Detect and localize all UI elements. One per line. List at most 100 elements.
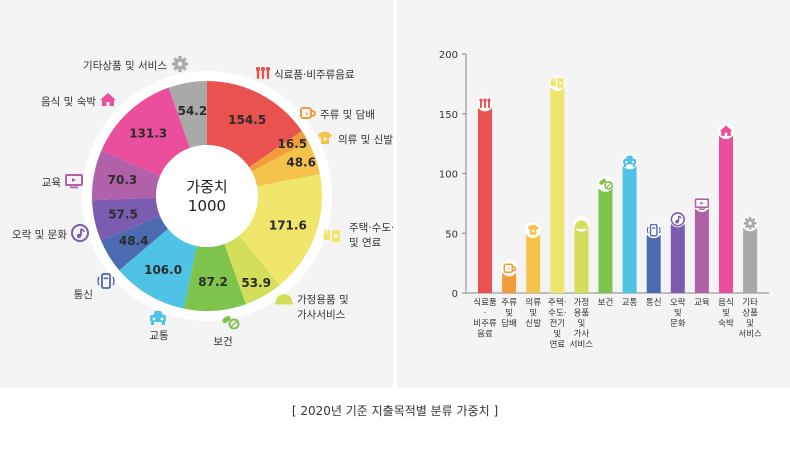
category-label-line: 가사서비스 xyxy=(297,309,346,321)
bar xyxy=(670,224,685,293)
slice-value-label: 53.9 xyxy=(241,276,271,290)
utensil-part xyxy=(261,67,265,71)
x-tick-label: 및 xyxy=(577,318,585,329)
category-label: 기타상품 및 서비스 xyxy=(83,60,167,72)
utensils-icon xyxy=(256,67,270,79)
iron-body xyxy=(575,220,588,227)
iron-icon xyxy=(574,220,589,229)
x-tick-label: 음료 xyxy=(477,330,493,340)
slice-value-label: 87.2 xyxy=(198,275,228,289)
category-label: 교육 xyxy=(42,177,62,189)
y-tick-label: 200 xyxy=(439,50,458,61)
donut-slice xyxy=(168,81,207,148)
house-icon xyxy=(100,93,116,106)
category-label: 교통 xyxy=(149,330,169,342)
music-ring xyxy=(71,224,89,242)
phone-body xyxy=(101,273,111,289)
faucet-plug-icon xyxy=(550,78,564,88)
category-label: 음식 및 숙박 xyxy=(41,96,96,108)
gear-tooth xyxy=(178,56,182,60)
bar xyxy=(719,136,733,293)
pills-icon xyxy=(599,178,614,190)
music-head xyxy=(76,233,82,239)
phone-icon xyxy=(97,273,115,289)
x-tick-label: 식료품 xyxy=(473,298,497,308)
y-tick-label: 0 xyxy=(452,289,458,300)
music-head xyxy=(675,219,679,224)
slice-value-label: 54.2 xyxy=(178,104,208,118)
slice-value-label: 171.6 xyxy=(269,218,307,232)
bar-chart: 050100150200식료품·비주류음료주류및담배의류및신발주택·수도·전기및… xyxy=(439,50,769,350)
plug-pin xyxy=(550,78,553,83)
mug-icon xyxy=(503,263,517,274)
shirt-icon xyxy=(318,132,332,144)
phone-icon xyxy=(646,223,661,237)
y-tick-label: 150 xyxy=(439,110,458,121)
mug-mark xyxy=(306,112,308,115)
house-shape xyxy=(100,93,116,106)
x-tick-label: 숙박 xyxy=(718,318,734,329)
x-tick-label: 및 xyxy=(553,329,561,340)
x-tick-label: 수도· xyxy=(548,309,566,319)
donut-slice xyxy=(92,197,160,241)
x-tick-label: 비주류 xyxy=(473,319,497,329)
car-light xyxy=(160,317,164,321)
x-tick-label: 및 xyxy=(674,308,682,319)
category-label-line: 및 연료 xyxy=(349,237,382,249)
car-roof xyxy=(625,155,634,159)
x-tick-label: 가사 xyxy=(574,330,590,340)
shirt-dot xyxy=(531,229,535,233)
plug-body xyxy=(550,81,557,87)
x-tick-label: 문화 xyxy=(670,319,686,329)
monitor-icon xyxy=(694,198,710,210)
bar-icon-badge xyxy=(645,222,662,239)
plug-pin xyxy=(324,230,327,235)
x-tick-label: 및 xyxy=(505,308,513,319)
tap-dot xyxy=(334,234,338,238)
category-label: 식료품·비주류음료 xyxy=(274,69,355,81)
slice-value-label: 154.5 xyxy=(228,113,266,127)
plug-body xyxy=(323,234,331,240)
donut-center xyxy=(156,145,258,247)
y-tick-label: 50 xyxy=(445,229,458,240)
donut-slice xyxy=(183,243,246,311)
phone-signal xyxy=(97,276,115,286)
house-icon xyxy=(719,125,733,136)
gear-icon xyxy=(743,216,757,230)
category-label-line: 주택·수도· 전기 xyxy=(349,222,393,234)
donut-slice xyxy=(207,81,302,168)
utensil-part xyxy=(266,67,270,71)
bar xyxy=(550,87,565,293)
monitor-play xyxy=(700,201,704,205)
utensil-part xyxy=(487,98,491,102)
category-label: 오락 및 문화 xyxy=(12,229,67,241)
car-wheel xyxy=(632,164,636,167)
tap-dot xyxy=(559,81,562,85)
iron-icon xyxy=(275,294,293,305)
phone-wave xyxy=(103,277,109,280)
y-tick-label: 100 xyxy=(439,170,458,181)
donut-slice xyxy=(101,87,190,176)
gear-icon xyxy=(172,56,188,72)
donut-slice xyxy=(119,228,197,309)
monitor-stand xyxy=(698,208,706,210)
mug-body xyxy=(503,263,514,274)
monitor-play xyxy=(72,178,76,182)
slice-value-label: 16.5 xyxy=(278,137,308,151)
bar xyxy=(598,188,613,293)
house-door xyxy=(724,132,728,136)
car-wheel xyxy=(624,164,627,167)
car-light xyxy=(631,161,634,164)
gear-hole xyxy=(748,221,752,225)
plug-pin xyxy=(553,78,556,83)
center-title: 가중치 xyxy=(186,178,227,196)
phone-signal xyxy=(646,226,661,234)
pill-tablet xyxy=(228,318,240,330)
shirt-dot xyxy=(323,137,327,141)
utensil-part xyxy=(256,67,260,71)
donut-slice xyxy=(251,141,320,187)
x-tick-label: 음식 xyxy=(718,298,734,308)
slice-value-label: 57.5 xyxy=(108,208,138,222)
house-door xyxy=(106,102,110,106)
faucet-plug-icon xyxy=(323,230,340,242)
